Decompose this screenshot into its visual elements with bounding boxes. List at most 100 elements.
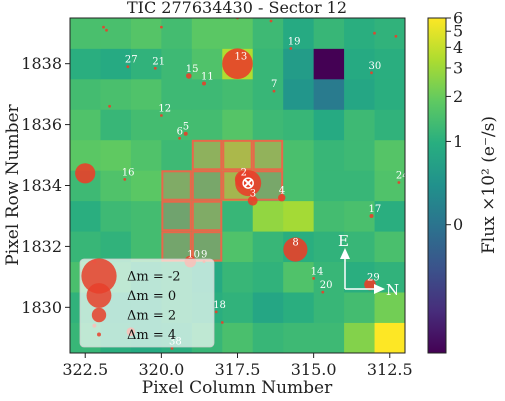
flux-pixel: [283, 322, 315, 353]
flux-pixel: [161, 170, 193, 202]
aperture-pixel: [191, 231, 223, 262]
flux-pixel: [191, 109, 223, 141]
flux-pixel: [283, 200, 315, 232]
flux-pixel: [161, 78, 193, 110]
flux-pixel: [313, 292, 345, 323]
flux-pixel: [283, 78, 315, 110]
star-label: 7: [271, 79, 277, 90]
star-marker: [183, 131, 188, 136]
star-label: 16: [122, 167, 135, 178]
flux-pixel: [70, 109, 101, 141]
target-ring: [242, 177, 254, 189]
flux-pixel: [222, 18, 254, 49]
flux-pixel: [313, 109, 345, 141]
flux-pixel: [313, 322, 345, 353]
compass-east-arrowhead: [340, 248, 350, 259]
star-label: 27: [125, 55, 138, 66]
star-label: 2: [241, 167, 247, 178]
flux-pixel: [191, 78, 223, 110]
aperture-pixel: [161, 231, 192, 262]
flux-pixel: [130, 139, 162, 171]
flux-pixel: [374, 139, 405, 171]
y-axis-label: Pixel Row Number: [3, 103, 23, 265]
flux-pixel: [130, 18, 162, 49]
compass: E N: [338, 232, 399, 299]
aperture-pixel: [222, 139, 253, 171]
flux-pixel: [252, 322, 284, 353]
legend: Δm = -2 Δm = 0 Δm = 2 Δm = 4: [79, 258, 215, 348]
flux-pixel: [374, 170, 405, 202]
flux-pixel: [100, 139, 132, 171]
compass-east-label: E: [338, 232, 349, 250]
flux-pixel: [313, 261, 345, 293]
x-tick-label: 320.0: [138, 360, 184, 379]
flux-pixel: [222, 78, 254, 110]
star-label: 10: [187, 250, 200, 261]
star-label: 8: [292, 238, 298, 249]
star-label: 29: [367, 273, 380, 284]
flux-pixel: [252, 200, 284, 232]
flux-pixel: [313, 48, 345, 80]
flux-pixel: [100, 48, 132, 80]
x-tick-label: 315.0: [291, 360, 337, 379]
flux-pixel: [344, 139, 375, 171]
flux-pixel: [100, 18, 132, 49]
star-label: 11: [201, 72, 214, 83]
flux-pixel: [191, 48, 223, 80]
flux-pixel: [252, 109, 284, 141]
star-label: 19: [288, 37, 301, 48]
flux-pixel: [191, 200, 223, 232]
star-marker: [178, 136, 182, 140]
flux-pixel: [130, 109, 162, 141]
flux-pixel: [70, 18, 101, 49]
x-tick-label: 312.5: [367, 360, 413, 379]
flux-pixel: [374, 109, 405, 141]
legend-marker: [97, 332, 101, 337]
aperture-pixel: [161, 170, 192, 201]
star-label: 3: [250, 189, 256, 200]
star-marker: [289, 47, 293, 50]
flux-pixel: [374, 18, 405, 49]
flux-pixel: [191, 18, 223, 49]
star-marker: [394, 34, 398, 38]
star-marker: [272, 89, 276, 93]
star-marker: [397, 181, 401, 184]
x-tick-label: 317.5: [215, 360, 261, 379]
flux-pixel: [283, 170, 315, 202]
flux-pixel: [313, 231, 345, 263]
aperture-pixel: [161, 200, 192, 232]
flux-pixel: [222, 109, 254, 141]
star-label: 30: [369, 61, 382, 72]
flux-pixel: [374, 231, 405, 263]
compass-north-arrowhead: [374, 284, 385, 294]
flux-pixel: [222, 292, 254, 323]
flux-pixel: [313, 78, 345, 110]
star-marker: [214, 310, 218, 314]
flux-pixel: [100, 78, 132, 110]
y-tick-label: 1834: [21, 176, 62, 195]
star-marker: [247, 195, 258, 206]
flux-pixel: [374, 322, 405, 353]
aperture-pixel: [191, 139, 223, 171]
star-marker: [123, 178, 127, 181]
flux-pixel: [70, 48, 101, 80]
flux-pixel: [283, 261, 315, 293]
legend-entry: Δm = 4: [127, 328, 176, 343]
star-label: 20: [320, 280, 333, 291]
flux-pixel: [344, 292, 375, 323]
flux-pixel: [252, 18, 284, 49]
flux-pixel: [283, 18, 315, 49]
flux-pixel: [222, 231, 254, 263]
star-marker: [153, 66, 157, 70]
flux-pixel: [130, 200, 162, 232]
star-marker: [126, 65, 130, 69]
y-tick-label: 1838: [21, 54, 62, 73]
flux-pixel: [344, 48, 375, 80]
flux-pixel: [161, 200, 193, 232]
legend-marker: [81, 258, 117, 294]
flux-pixel: [283, 292, 315, 323]
compass-north-label: N: [386, 281, 399, 299]
flux-pixel: [252, 231, 284, 263]
flux-pixel: [100, 109, 132, 141]
star-marker: [373, 31, 376, 35]
